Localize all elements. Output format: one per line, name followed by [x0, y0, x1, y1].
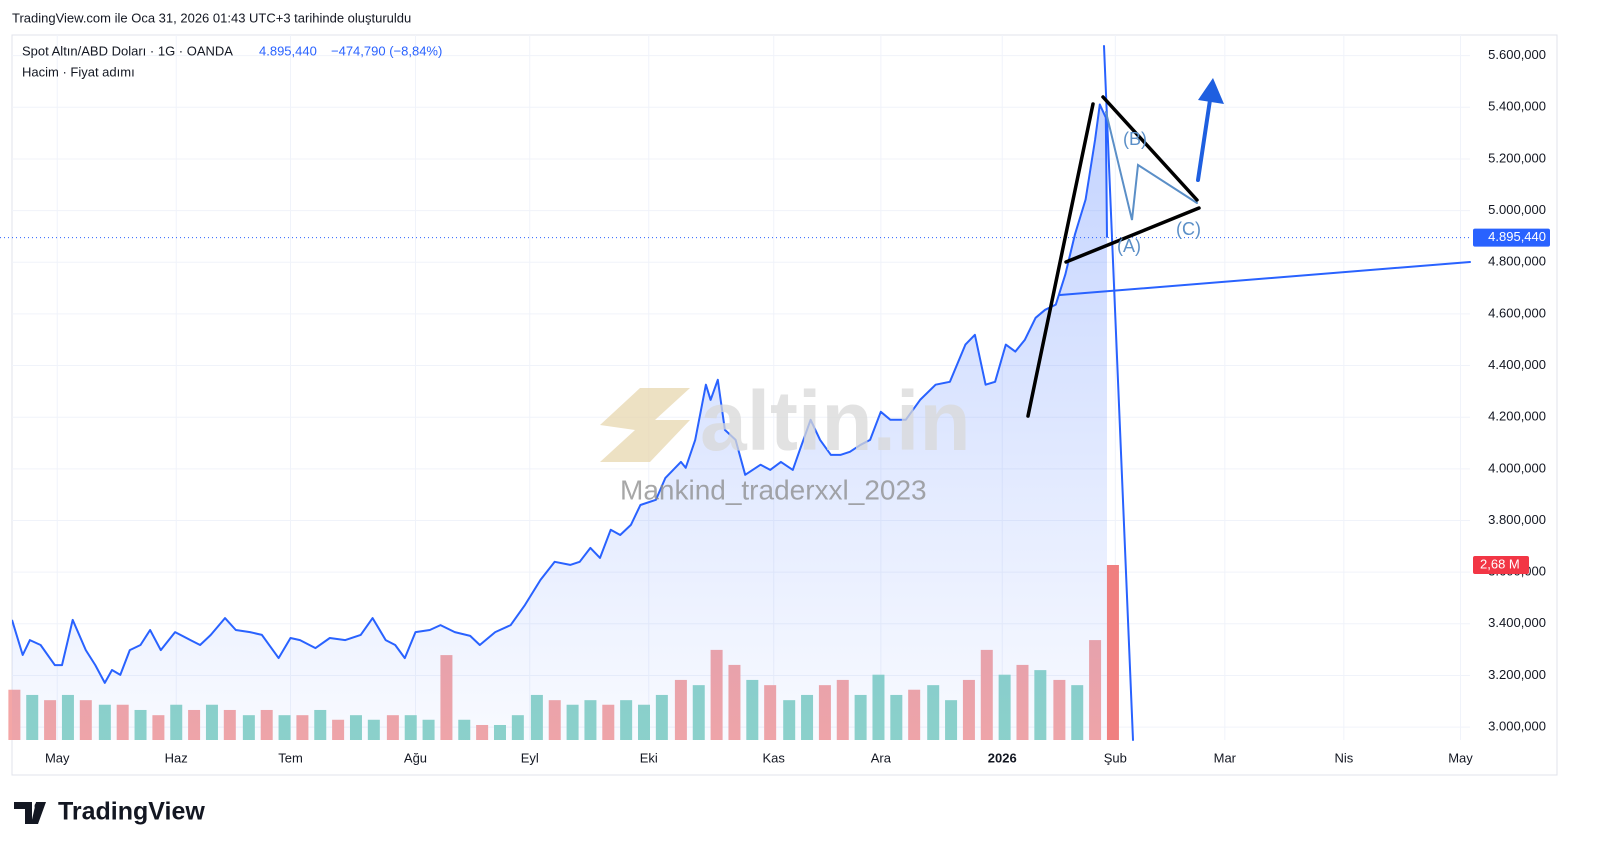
x-tick-label: Kas — [763, 750, 786, 765]
y-tick-label: 3.800,000 — [1488, 512, 1546, 527]
arrow-shaft — [1196, 98, 1212, 182]
symbol: Spot Altın/ABD Doları · 1G · OANDA — [22, 43, 233, 58]
x-tick-label: Nis — [1334, 750, 1353, 765]
watermark-author: Mankind_traderxxl_2023 — [620, 474, 927, 505]
x-tick-label: Şub — [1104, 750, 1127, 765]
watermark: altin.in Mankind_traderxxl_2023 — [600, 374, 971, 505]
trend-line — [1059, 261, 1471, 296]
y-tick-label: 4.400,000 — [1488, 357, 1546, 372]
price-pane — [12, 103, 1108, 740]
x-tick-label: 2026 — [988, 750, 1017, 765]
y-tick-label: 3.200,000 — [1488, 667, 1546, 682]
price-line — [12, 103, 1108, 684]
y-tick-label: 3.400,000 — [1488, 615, 1546, 630]
y-tick-label: 4.000,000 — [1488, 460, 1546, 475]
axes: 3.000,0003.200,0003.400,0003.600,0003.80… — [0, 47, 1550, 765]
y-tick-label: 4.200,000 — [1488, 409, 1546, 424]
y-tick-label: 4.800,000 — [1488, 254, 1546, 269]
chart-frame — [11, 34, 1558, 776]
y-tick-label: 5.200,000 — [1488, 150, 1546, 165]
logo-text: TradingView — [58, 798, 205, 826]
wave-line — [1105, 111, 1198, 221]
wave-label: (A) — [1117, 236, 1141, 256]
last-price-box — [1473, 228, 1550, 247]
wave-label: (B) — [1123, 129, 1147, 149]
x-tick-label: Mar — [1214, 750, 1237, 765]
y-tick-label: 5.600,000 — [1488, 47, 1546, 62]
vertical-line — [1103, 45, 1134, 741]
y-tick-label: 3.000,000 — [1488, 719, 1546, 734]
x-tick-label: May — [1448, 750, 1473, 765]
volume-bar — [1106, 564, 1119, 740]
volume-label: 2,68 M — [1480, 556, 1520, 571]
logo: TradingView — [14, 798, 205, 826]
last-price-label: 4.895,440 — [1488, 229, 1546, 244]
drawings: (A) (B) (C) — [1026, 45, 1471, 741]
x-tick-label: May — [45, 750, 70, 765]
volume-label-box — [1473, 555, 1529, 574]
triangle-line — [1026, 102, 1095, 418]
watermark-icon — [600, 388, 690, 462]
x-tick-label: Eyl — [521, 750, 539, 765]
header-change: −474,790 (−8,84%) — [331, 43, 442, 58]
indicators: Hacim · Fiyat adımı — [22, 64, 135, 79]
y-tick-label: 5.000,000 — [1488, 202, 1546, 217]
x-tick-label: Haz — [165, 750, 188, 765]
header-price: 4.895,440 — [259, 43, 317, 58]
x-tick-label: Tem — [278, 750, 303, 765]
price-area — [12, 104, 1107, 740]
logo-dot — [34, 802, 42, 810]
triangle-line — [1101, 95, 1199, 202]
wave-label: (C) — [1176, 219, 1201, 239]
arrow-head — [1198, 78, 1224, 104]
y-tick-label: 5.400,000 — [1488, 99, 1546, 114]
x-tick-label: Ağu — [404, 750, 427, 765]
x-tick-label: Eki — [640, 750, 658, 765]
caption: TradingView.com ile Oca 31, 2026 01:43 U… — [12, 10, 411, 25]
watermark-text: altin.in — [700, 374, 971, 468]
y-tick-label: 4.600,000 — [1488, 305, 1546, 320]
x-tick-label: Ara — [871, 750, 892, 765]
triangle-line — [1064, 206, 1201, 264]
